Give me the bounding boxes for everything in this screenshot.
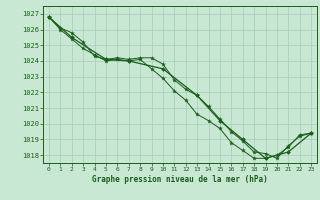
X-axis label: Graphe pression niveau de la mer (hPa): Graphe pression niveau de la mer (hPa) <box>92 175 268 184</box>
